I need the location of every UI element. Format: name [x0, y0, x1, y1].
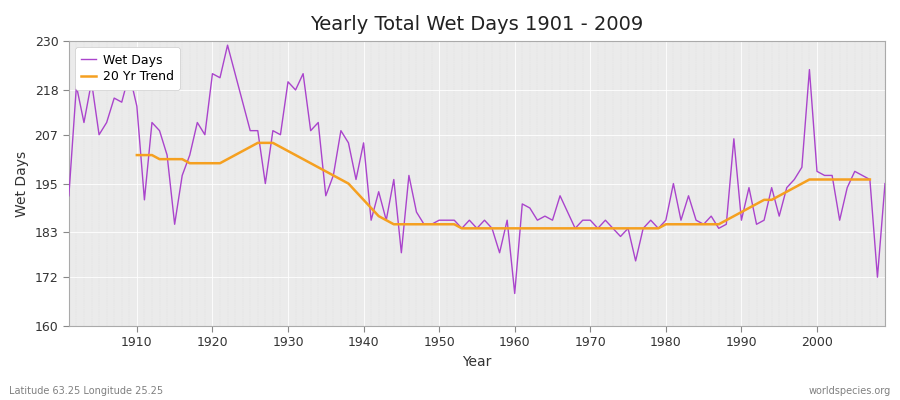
20 Yr Trend — [192, 161, 202, 166]
Wet Days — [615, 234, 626, 239]
Wet Days — [222, 43, 233, 48]
Title: Yearly Total Wet Days 1901 - 2009: Yearly Total Wet Days 1901 - 2009 — [310, 15, 644, 34]
Text: Latitude 63.25 Longitude 25.25: Latitude 63.25 Longitude 25.25 — [9, 386, 163, 396]
Y-axis label: Wet Days: Wet Days — [15, 150, 29, 217]
Wet Days — [124, 71, 135, 76]
Line: Wet Days: Wet Days — [68, 45, 885, 294]
Line: 20 Yr Trend: 20 Yr Trend — [137, 143, 870, 228]
Wet Days — [509, 291, 520, 296]
20 Yr Trend — [456, 226, 467, 231]
20 Yr Trend — [865, 177, 876, 182]
20 Yr Trend — [494, 226, 505, 231]
20 Yr Trend — [706, 222, 716, 227]
Text: worldspecies.org: worldspecies.org — [809, 386, 891, 396]
20 Yr Trend — [176, 157, 187, 162]
20 Yr Trend — [252, 140, 263, 145]
Wet Days — [517, 202, 527, 206]
20 Yr Trend — [554, 226, 565, 231]
20 Yr Trend — [131, 153, 142, 158]
Legend: Wet Days, 20 Yr Trend: Wet Days, 20 Yr Trend — [75, 47, 180, 90]
Wet Days — [298, 71, 309, 76]
X-axis label: Year: Year — [463, 355, 491, 369]
Wet Days — [63, 193, 74, 198]
Wet Days — [879, 181, 890, 186]
Wet Days — [343, 140, 354, 145]
Wet Days — [525, 206, 535, 210]
20 Yr Trend — [608, 226, 618, 231]
